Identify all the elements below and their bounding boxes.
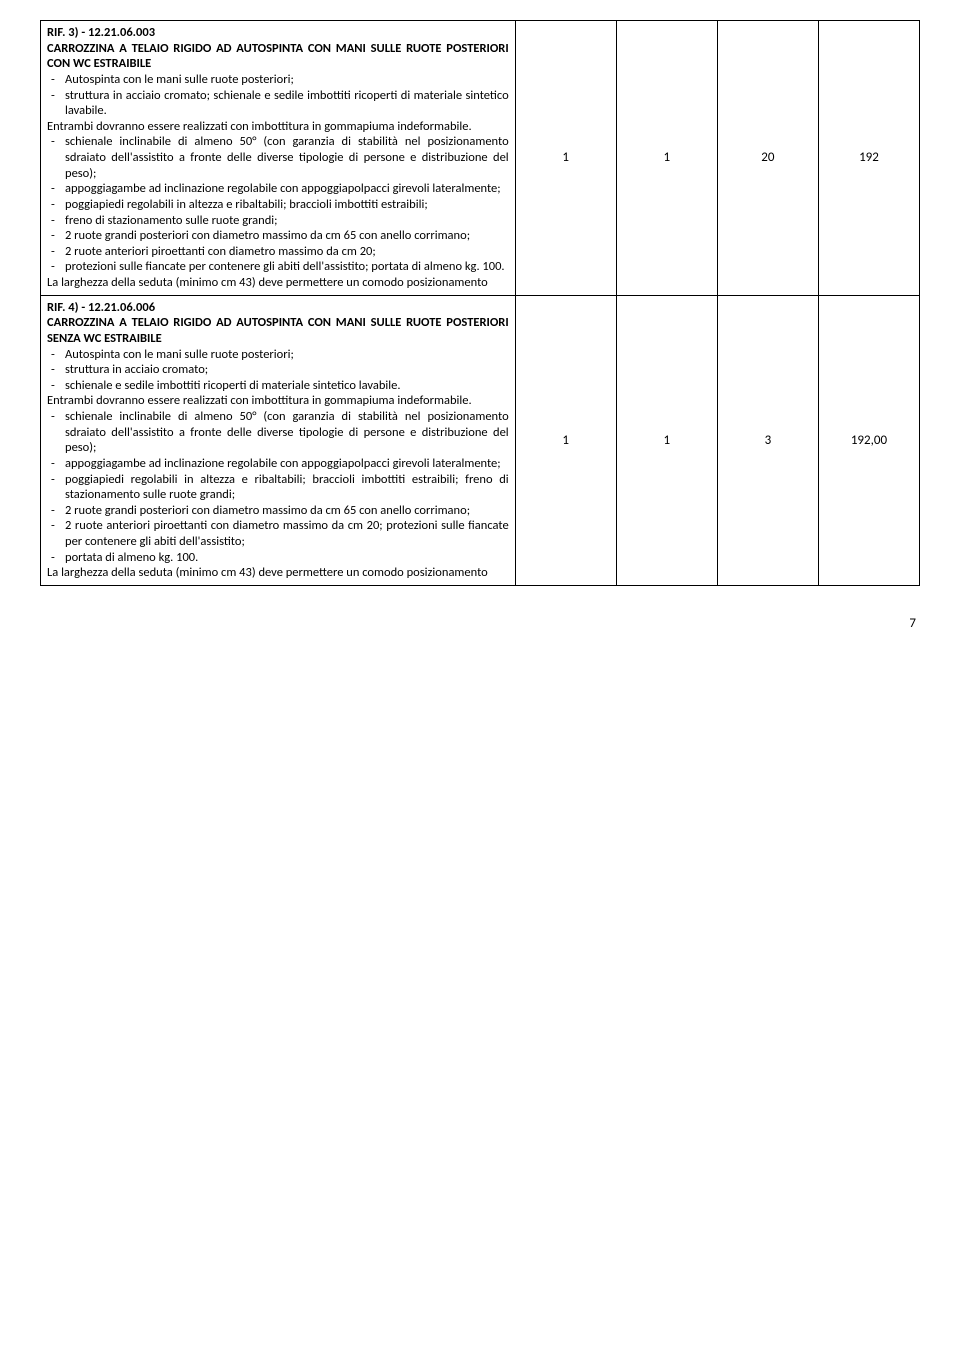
- spec-list: Autospinta con le mani sulle ruote poste…: [47, 347, 509, 394]
- table-row: RIF. 3) - 12.21.06.003 CARROZZINA A TELA…: [41, 21, 920, 296]
- list-item: freno di stazionamento sulle ruote grand…: [47, 213, 509, 229]
- item-title: CARROZZINA A TELAIO RIGIDO AD AUTOSPINTA…: [47, 41, 509, 72]
- list-item: poggiapiedi regolabili in altezza e riba…: [47, 197, 509, 213]
- col-4: 192,00: [818, 295, 919, 585]
- list-item: portata di almeno kg. 100.: [47, 550, 509, 566]
- list-item: poggiapiedi regolabili in altezza e riba…: [47, 472, 509, 503]
- list-item: 2 ruote anteriori piroettanti con diamet…: [47, 244, 509, 260]
- table-row: RIF. 4) - 12.21.06.006 CARROZZINA A TELA…: [41, 295, 920, 585]
- description-cell: RIF. 4) - 12.21.06.006 CARROZZINA A TELA…: [41, 295, 516, 585]
- ref-code: RIF. 3) - 12.21.06.003: [47, 25, 509, 41]
- list-item: 2 ruote anteriori piroettanti con diamet…: [47, 518, 509, 549]
- col-1: 1: [515, 21, 616, 296]
- col-2: 1: [616, 295, 717, 585]
- list-item: 2 ruote grandi posteriori con diametro m…: [47, 228, 509, 244]
- list-item: struttura in acciaio cromato; schienale …: [47, 88, 509, 119]
- spec-table: RIF. 3) - 12.21.06.003 CARROZZINA A TELA…: [40, 20, 920, 586]
- paragraph: Entrambi dovranno essere realizzati con …: [47, 119, 509, 135]
- list-item: Autospinta con le mani sulle ruote poste…: [47, 347, 509, 363]
- list-item: schienale inclinabile di almeno 50° (con…: [47, 409, 509, 456]
- description-cell: RIF. 3) - 12.21.06.003 CARROZZINA A TELA…: [41, 21, 516, 296]
- list-item: schienale inclinabile di almeno 50° (con…: [47, 134, 509, 181]
- col-1: 1: [515, 295, 616, 585]
- col-3: 3: [717, 295, 818, 585]
- list-item: Autospinta con le mani sulle ruote poste…: [47, 72, 509, 88]
- col-2: 1: [616, 21, 717, 296]
- paragraph: La larghezza della seduta (minimo cm 43)…: [47, 565, 509, 581]
- col-3: 20: [717, 21, 818, 296]
- list-item: appoggiagambe ad inclinazione regolabile…: [47, 181, 509, 197]
- list-item: 2 ruote grandi posteriori con diametro m…: [47, 503, 509, 519]
- item-title: CARROZZINA A TELAIO RIGIDO AD AUTOSPINTA…: [47, 315, 509, 346]
- spec-list: schienale inclinabile di almeno 50° (con…: [47, 409, 509, 565]
- spec-list: schienale inclinabile di almeno 50° (con…: [47, 134, 509, 275]
- list-item: struttura in acciaio cromato;: [47, 362, 509, 378]
- paragraph: Entrambi dovranno essere realizzati con …: [47, 393, 509, 409]
- list-item: appoggiagambe ad inclinazione regolabile…: [47, 456, 509, 472]
- paragraph: La larghezza della seduta (minimo cm 43)…: [47, 275, 509, 291]
- list-item: protezioni sulle fiancate per contenere …: [47, 259, 509, 275]
- col-4: 192: [818, 21, 919, 296]
- spec-list: Autospinta con le mani sulle ruote poste…: [47, 72, 509, 119]
- list-item: schienale e sedile imbottiti ricoperti d…: [47, 378, 509, 394]
- ref-code: RIF. 4) - 12.21.06.006: [47, 300, 509, 316]
- page-number: 7: [40, 616, 920, 631]
